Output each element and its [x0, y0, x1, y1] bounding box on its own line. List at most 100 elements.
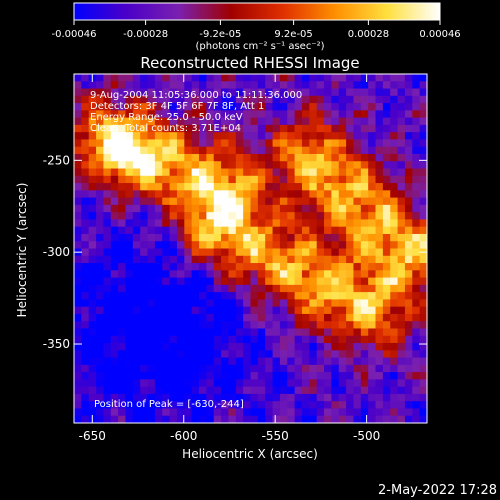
- heatmap-cell: [368, 219, 377, 228]
- heatmap-cell: [294, 350, 303, 359]
- heatmap-cell: [250, 161, 259, 170]
- heatmap-cell: [272, 241, 281, 250]
- heatmap-cell: [331, 263, 340, 271]
- heatmap-cell: [324, 74, 332, 82]
- heatmap-cell: [390, 233, 399, 242]
- heatmap-cell: [397, 386, 406, 395]
- heatmap-cell: [397, 233, 406, 242]
- heatmap-cell: [368, 306, 377, 315]
- heatmap-cell: [154, 408, 163, 417]
- heatmap-cell: [279, 372, 288, 380]
- heatmap-cell: [294, 335, 303, 344]
- x-axis: -650 -600 -550 -500: [79, 74, 380, 443]
- heatmap-cell: [390, 408, 399, 417]
- heatmap-cell: [154, 197, 163, 206]
- heatmap-cell: [191, 95, 200, 104]
- heatmap-cell: [404, 219, 413, 228]
- heatmap-cell: [397, 153, 406, 162]
- heatmap-cell: [272, 88, 281, 97]
- heatmap-cell: [81, 393, 90, 402]
- heatmap-cell: [404, 248, 413, 257]
- heatmap-cell: [221, 321, 230, 330]
- heatmap-cell: [147, 212, 156, 221]
- heatmap-cell: [110, 183, 119, 191]
- heatmap-cell: [228, 190, 237, 199]
- heatmap-cell: [191, 313, 200, 322]
- heatmap-cell: [375, 263, 384, 271]
- heatmap-cell: [221, 132, 230, 141]
- heatmap-cell: [228, 292, 237, 300]
- heatmap-cell: [324, 277, 332, 286]
- heatmap-cell: [331, 153, 340, 162]
- heatmap-cell: [353, 219, 362, 228]
- heatmap-cell: [272, 117, 281, 126]
- heatmap-cell: [213, 401, 222, 410]
- heatmap-cell: [287, 357, 296, 366]
- heatmap-cell: [375, 401, 384, 410]
- heatmap-cell: [140, 277, 149, 286]
- heatmap-cell: [162, 343, 171, 351]
- heatmap-cell: [147, 74, 156, 82]
- heatmap-cell: [169, 183, 178, 191]
- heatmap-cell: [140, 313, 149, 322]
- heatmap-cell: [110, 277, 119, 286]
- heatmap-cell: [88, 386, 97, 395]
- heatmap-cell: [169, 255, 178, 264]
- heatmap-cell: [338, 103, 347, 111]
- heatmap-cell: [382, 241, 391, 250]
- heatmap-cell: [331, 379, 340, 388]
- heatmap-cell: [228, 153, 237, 162]
- heatmap-cell: [338, 248, 347, 257]
- heatmap-cell: [287, 277, 296, 286]
- heatmap-cell: [235, 146, 244, 155]
- heatmap-cell: [132, 110, 141, 119]
- heatmap-cell: [309, 139, 318, 148]
- heatmap-cell: [74, 284, 82, 293]
- heatmap-cell: [316, 306, 325, 315]
- heatmap-cell: [243, 306, 252, 315]
- heatmap-cell: [199, 204, 207, 213]
- heatmap-cell: [368, 263, 377, 271]
- heatmap-cell: [301, 124, 310, 133]
- heatmap-cell: [338, 306, 347, 315]
- heatmap-cell: [199, 81, 207, 90]
- heatmap-cell: [162, 357, 171, 366]
- heatmap-cell: [162, 386, 171, 395]
- heatmap-cell: [235, 277, 244, 286]
- heatmap-cell: [331, 401, 340, 410]
- heatmap-cell: [331, 306, 340, 315]
- heatmap-cell: [110, 124, 119, 133]
- heatmap-cell: [176, 306, 185, 315]
- heatmap-cell: [272, 321, 281, 330]
- heatmap-cell: [272, 299, 281, 308]
- heatmap-cell: [191, 321, 200, 330]
- heatmap-cell: [162, 408, 171, 417]
- heatmap-cell: [382, 146, 391, 155]
- heatmap-cell: [110, 74, 119, 82]
- heatmap-cell: [353, 204, 362, 213]
- heatmap-cell: [316, 248, 325, 257]
- heatmap-cell: [81, 350, 90, 359]
- heatmap-cell: [324, 357, 332, 366]
- heatmap-cell: [382, 335, 391, 344]
- heatmap-cell: [147, 263, 156, 271]
- heatmap-cell: [412, 393, 421, 402]
- heatmap-cell: [213, 277, 222, 286]
- heatmap-cell: [404, 401, 413, 410]
- heatmap-cell: [169, 277, 178, 286]
- heatmap-cell: [309, 233, 318, 242]
- heatmap-cell: [176, 343, 185, 351]
- heatmap-cell: [324, 393, 332, 402]
- heatmap-cell: [301, 233, 310, 242]
- heatmap-cell: [235, 335, 244, 344]
- heatmap-cell: [221, 408, 230, 417]
- heatmap-cell: [154, 146, 163, 155]
- heatmap-cell: [169, 263, 178, 271]
- heatmap-cell: [287, 183, 296, 191]
- x-axis-label: Heliocentric X (arcsec): [182, 447, 318, 461]
- heatmap-cell: [191, 146, 200, 155]
- heatmap-cell: [397, 379, 406, 388]
- heatmap-cell: [419, 219, 427, 228]
- heatmap-cell: [419, 117, 427, 126]
- heatmap-cell: [324, 299, 332, 308]
